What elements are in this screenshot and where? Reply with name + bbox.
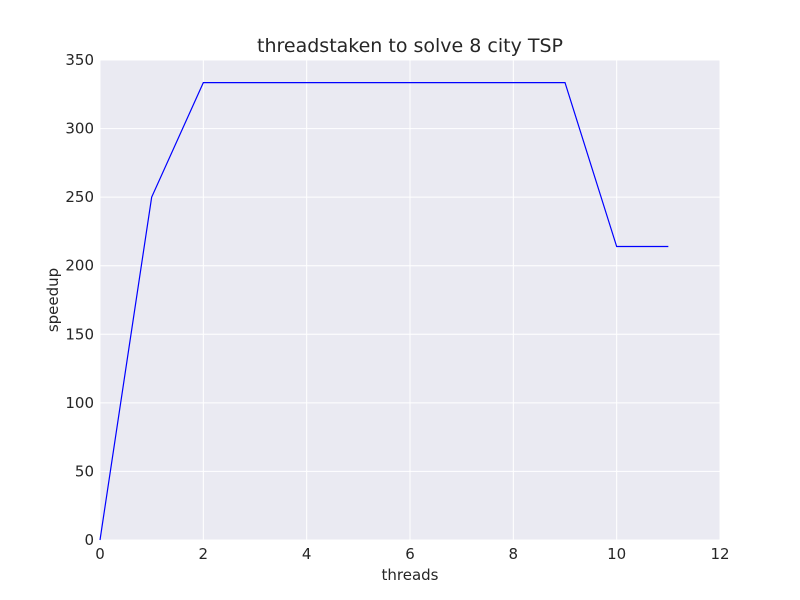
y-tick-label: 0 xyxy=(84,531,94,549)
y-tick-label: 300 xyxy=(65,120,94,138)
grid-lines xyxy=(99,59,721,541)
x-tick-label: 10 xyxy=(607,545,626,563)
x-tick-label: 6 xyxy=(405,545,415,563)
x-tick-labels: 0 2 4 6 8 10 12 xyxy=(95,545,729,563)
x-tick-label: 2 xyxy=(199,545,209,563)
x-tick-label: 4 xyxy=(302,545,312,563)
series-line xyxy=(99,82,669,541)
y-tick-label: 100 xyxy=(65,394,94,412)
x-tick-label: 8 xyxy=(509,545,519,563)
y-tick-label: 50 xyxy=(75,462,94,480)
chart-title: threadstaken to solve 8 city TSP xyxy=(257,35,563,57)
x-axis-label: threads xyxy=(382,566,439,584)
y-tick-label: 150 xyxy=(65,325,94,343)
y-axis-label: speedup xyxy=(44,268,62,332)
series-layer xyxy=(99,82,669,541)
x-tick-label: 12 xyxy=(710,545,729,563)
x-tick-label: 0 xyxy=(95,545,105,563)
y-tick-label: 250 xyxy=(65,188,94,206)
y-tick-label: 200 xyxy=(65,257,94,275)
y-tick-labels: 0 50 100 150 200 250 300 350 xyxy=(65,51,94,549)
y-tick-label: 350 xyxy=(65,51,94,69)
